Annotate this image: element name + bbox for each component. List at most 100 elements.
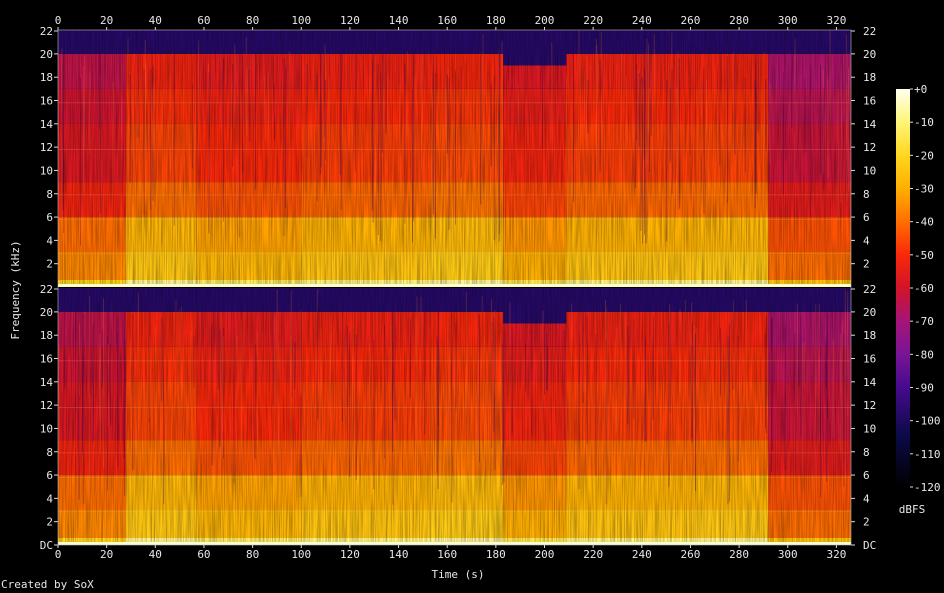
y-tick-label-left: 6 [46,469,53,482]
y-tick-label-right: 16 [863,95,876,108]
y-tick-label-left: 20 [40,306,53,319]
x-tick-label-bottom: 240 [632,548,652,561]
x-tick-label-bottom: 180 [486,548,506,561]
x-tick-label-top: 300 [778,14,798,27]
x-tick-label-bottom: 280 [729,548,749,561]
y-tick-label-left: 6 [46,211,53,224]
x-tick-label-bottom: 120 [340,548,360,561]
colorbar-tick-label: -70 [914,315,934,328]
y-tick-label-right: 6 [863,469,870,482]
x-tick-label-bottom: 220 [583,548,603,561]
y-tick-label-left: 8 [46,188,53,201]
x-tick-label-bottom: 200 [535,548,555,561]
y-tick-label-left: 8 [46,446,53,459]
y-tick-label-right: 10 [863,164,876,177]
x-tick-label-bottom: 40 [149,548,162,561]
x-tick-label-top: 0 [55,14,62,27]
channel-2-panel [58,288,851,545]
y-tick-label-right: 20 [863,306,876,319]
colorbar-tick-label: -100 [914,415,941,428]
x-tick-label-bottom: 60 [197,548,210,561]
colorbar-tick-label: -50 [914,249,934,262]
x-tick-label-bottom: 80 [246,548,259,561]
colorbar-tick-label: -80 [914,348,934,361]
x-tick-label-top: 160 [437,14,457,27]
x-tick-label-top: 280 [729,14,749,27]
y-tick-label-right: 2 [863,516,870,529]
y-tick-label-right: 10 [863,422,876,435]
x-tick-label-top: 100 [291,14,311,27]
y-tick-label-left: 16 [40,95,53,108]
y-tick-label-left: 12 [40,141,53,154]
x-tick-label-bottom: 260 [681,548,701,561]
x-tick-label-top: 120 [340,14,360,27]
y-tick-label-left: 16 [40,353,53,366]
y-tick-label-left: 22 [40,25,53,38]
x-tick-label-top: 200 [535,14,555,27]
y-tick-label-right: DC [863,539,876,552]
y-tick-label-left: 10 [40,164,53,177]
colorbar-tick-label: -40 [914,216,934,229]
y-tick-label-left: 4 [46,234,53,247]
x-tick-label-bottom: 140 [389,548,409,561]
y-tick-label-left: 18 [40,71,53,84]
x-tick-label-top: 140 [389,14,409,27]
colorbar-scale [896,89,910,487]
x-tick-label-bottom: 100 [291,548,311,561]
y-tick-label-right: 2 [863,258,870,271]
x-tick-label-top: 40 [149,14,162,27]
y-tick-label-right: 22 [863,25,876,38]
y-tick-label-right: 20 [863,48,876,61]
y-tick-label-left: 4 [46,492,53,505]
y-tick-label-left: 20 [40,48,53,61]
y-tick-label-right: 12 [863,141,876,154]
y-tick-label-left: 22 [40,283,53,296]
x-tick-label-top: 260 [681,14,701,27]
x-tick-label-bottom: 320 [826,548,846,561]
colorbar-tick-label: -120 [914,481,941,494]
x-tick-label-top: 80 [246,14,259,27]
y-tick-label-right: 14 [863,376,877,389]
colorbar-tick-label: -20 [914,149,934,162]
y-tick-label-right: 4 [863,492,870,505]
x-tick-label-bottom: 160 [437,548,457,561]
colorbar-tick-label: +0 [914,83,927,96]
colorbar-tick-label: -60 [914,282,934,295]
x-tick-label-bottom: 0 [55,548,62,561]
x-tick-label-top: 180 [486,14,506,27]
x-tick-label-bottom: 300 [778,548,798,561]
y-tick-label-right: 4 [863,234,870,247]
y-tick-label-left: 2 [46,258,53,271]
y-tick-label-right: 16 [863,353,876,366]
x-tick-label-top: 20 [100,14,113,27]
y-axis-label: Frequency (kHz) [9,240,22,339]
y-tick-label-right: 8 [863,446,870,459]
y-tick-label-right: 18 [863,329,876,342]
colorbar-tick-label: -90 [914,382,934,395]
y-tick-label-left: 14 [40,118,54,131]
y-tick-label-left: 12 [40,399,53,412]
x-tick-label-top: 320 [826,14,846,27]
dc-line [58,542,851,545]
credit-text: Created by SoX [1,578,94,591]
y-tick-label-right: 22 [863,283,876,296]
x-tick-label-top: 240 [632,14,652,27]
x-tick-label-bottom: 20 [100,548,113,561]
grain-overlay [58,30,851,287]
y-tick-label-left: 14 [40,376,54,389]
y-tick-label-right: 6 [863,211,870,224]
colorbar-tick-label: -110 [914,448,941,461]
x-axis-label: Time (s) [432,568,485,581]
y-tick-label-right: 18 [863,71,876,84]
axes: 0 0 20 20 40 40 60 60 80 80 100 100 120 120 140 140 160 1… [40,14,877,561]
dc-line [58,284,851,287]
plot-frame [57,29,852,546]
colorbar-label: dBFS [899,503,926,516]
y-tick-label-left: 18 [40,329,53,342]
colorbar-tick-label: -30 [914,183,934,196]
y-tick-label-left: DC [40,539,53,552]
colorbar: +0 -10 -20 -30 -40 -50 -60 -70 -80 -90 -100 -110 -12… [896,83,941,494]
y-tick-label-left: 10 [40,422,53,435]
x-tick-label-top: 60 [197,14,210,27]
